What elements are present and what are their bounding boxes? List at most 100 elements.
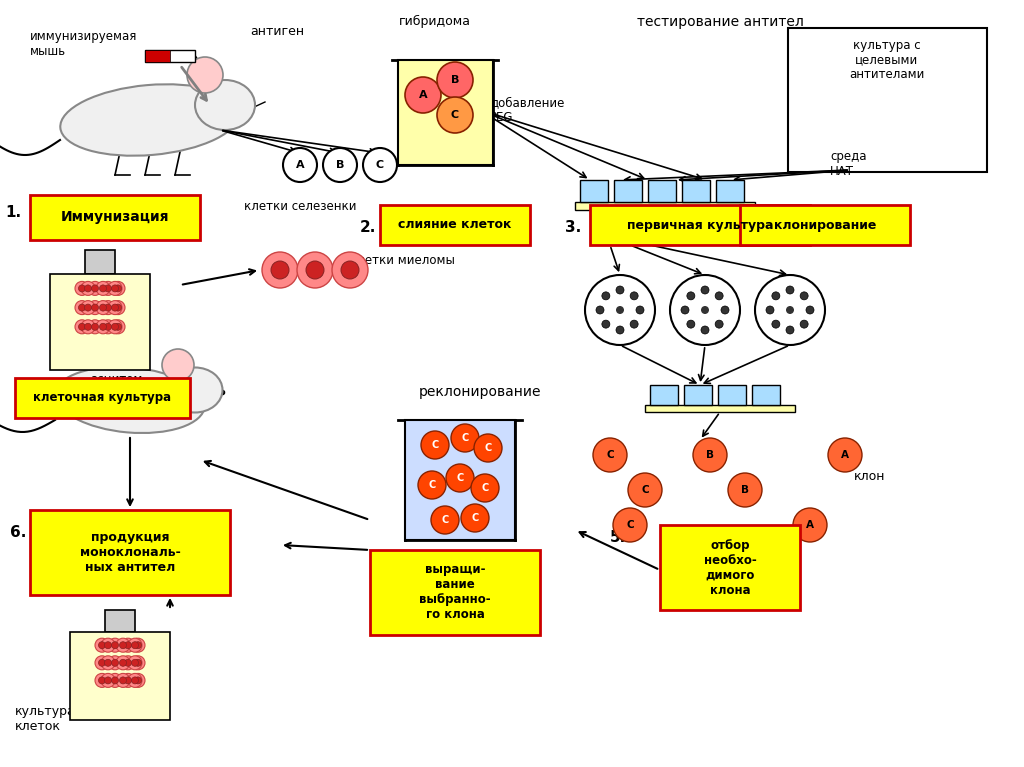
Text: C: C xyxy=(431,440,438,450)
Circle shape xyxy=(755,275,825,345)
Circle shape xyxy=(108,301,122,314)
Circle shape xyxy=(75,281,89,295)
Circle shape xyxy=(112,660,119,667)
Circle shape xyxy=(406,77,441,113)
Circle shape xyxy=(104,642,112,649)
Circle shape xyxy=(98,660,105,667)
Circle shape xyxy=(95,673,109,687)
Circle shape xyxy=(474,434,502,462)
Circle shape xyxy=(766,306,774,314)
Circle shape xyxy=(593,438,627,472)
Circle shape xyxy=(131,673,145,687)
Circle shape xyxy=(681,306,689,314)
Text: клон: клон xyxy=(854,470,886,483)
FancyBboxPatch shape xyxy=(580,180,608,202)
Circle shape xyxy=(125,642,131,649)
Text: C: C xyxy=(484,443,492,453)
Circle shape xyxy=(96,301,110,314)
Text: клетки селезенки: клетки селезенки xyxy=(244,200,356,213)
Circle shape xyxy=(79,324,85,331)
Circle shape xyxy=(131,677,138,684)
Circle shape xyxy=(108,673,122,687)
Circle shape xyxy=(120,677,127,684)
Text: B: B xyxy=(336,160,344,170)
Circle shape xyxy=(271,261,289,279)
Text: C: C xyxy=(471,513,478,523)
Text: 6.: 6. xyxy=(10,525,27,540)
Ellipse shape xyxy=(168,367,222,413)
Text: A: A xyxy=(419,90,427,100)
Circle shape xyxy=(96,320,110,334)
Text: C: C xyxy=(627,520,634,530)
FancyBboxPatch shape xyxy=(85,250,115,274)
Text: C: C xyxy=(428,480,435,490)
Text: 3.: 3. xyxy=(565,220,582,235)
Circle shape xyxy=(128,656,142,670)
Text: антиген: антиген xyxy=(250,25,304,38)
FancyBboxPatch shape xyxy=(740,205,910,245)
FancyBboxPatch shape xyxy=(590,205,810,245)
Text: 2.: 2. xyxy=(360,220,377,235)
Text: среда
НАТ: среда НАТ xyxy=(830,150,866,178)
Text: 4.: 4. xyxy=(880,220,896,235)
Text: иммунизируемая
мышь: иммунизируемая мышь xyxy=(30,30,137,58)
Circle shape xyxy=(111,320,125,334)
Circle shape xyxy=(116,638,130,652)
Text: C: C xyxy=(606,450,613,460)
Circle shape xyxy=(471,474,499,502)
Circle shape xyxy=(728,473,762,507)
Circle shape xyxy=(616,326,624,334)
Circle shape xyxy=(772,292,780,300)
Circle shape xyxy=(793,508,827,542)
Circle shape xyxy=(121,673,135,687)
Text: C: C xyxy=(462,433,469,443)
FancyBboxPatch shape xyxy=(648,180,676,202)
Circle shape xyxy=(81,301,95,314)
Circle shape xyxy=(88,320,102,334)
Text: тестирование антител: тестирование антител xyxy=(637,15,804,29)
Circle shape xyxy=(323,148,357,182)
Circle shape xyxy=(95,656,109,670)
Circle shape xyxy=(98,642,105,649)
Circle shape xyxy=(585,275,655,345)
Circle shape xyxy=(131,660,138,667)
Circle shape xyxy=(596,306,604,314)
Circle shape xyxy=(112,285,119,292)
Circle shape xyxy=(112,642,119,649)
Text: C: C xyxy=(441,515,449,525)
Circle shape xyxy=(99,304,106,311)
Text: культура
клеток: культура клеток xyxy=(15,705,76,733)
Circle shape xyxy=(88,301,102,314)
Circle shape xyxy=(800,292,808,300)
Circle shape xyxy=(99,324,106,331)
Circle shape xyxy=(613,508,647,542)
Ellipse shape xyxy=(55,367,205,433)
Text: C: C xyxy=(481,483,488,493)
Text: культура с
целевыми
антителами: культура с целевыми антителами xyxy=(849,38,925,81)
Circle shape xyxy=(79,285,85,292)
Circle shape xyxy=(297,252,333,288)
Circle shape xyxy=(134,642,141,649)
Circle shape xyxy=(101,281,115,295)
Circle shape xyxy=(128,673,142,687)
Text: слияние клеток: слияние клеток xyxy=(398,219,512,232)
Circle shape xyxy=(120,642,127,649)
Circle shape xyxy=(306,261,324,279)
Circle shape xyxy=(104,285,112,292)
Circle shape xyxy=(451,424,479,452)
FancyBboxPatch shape xyxy=(30,195,200,240)
FancyBboxPatch shape xyxy=(716,180,744,202)
Circle shape xyxy=(125,677,131,684)
Text: A: A xyxy=(806,520,814,530)
FancyBboxPatch shape xyxy=(145,50,170,62)
FancyBboxPatch shape xyxy=(645,405,795,412)
Text: 5.: 5. xyxy=(610,530,627,545)
Text: C: C xyxy=(451,110,459,120)
Text: Иммунизация: Иммунизация xyxy=(60,210,169,225)
Circle shape xyxy=(95,638,109,652)
FancyBboxPatch shape xyxy=(397,60,493,165)
Circle shape xyxy=(116,673,130,687)
FancyBboxPatch shape xyxy=(718,385,746,405)
Circle shape xyxy=(101,301,115,314)
Circle shape xyxy=(362,148,397,182)
